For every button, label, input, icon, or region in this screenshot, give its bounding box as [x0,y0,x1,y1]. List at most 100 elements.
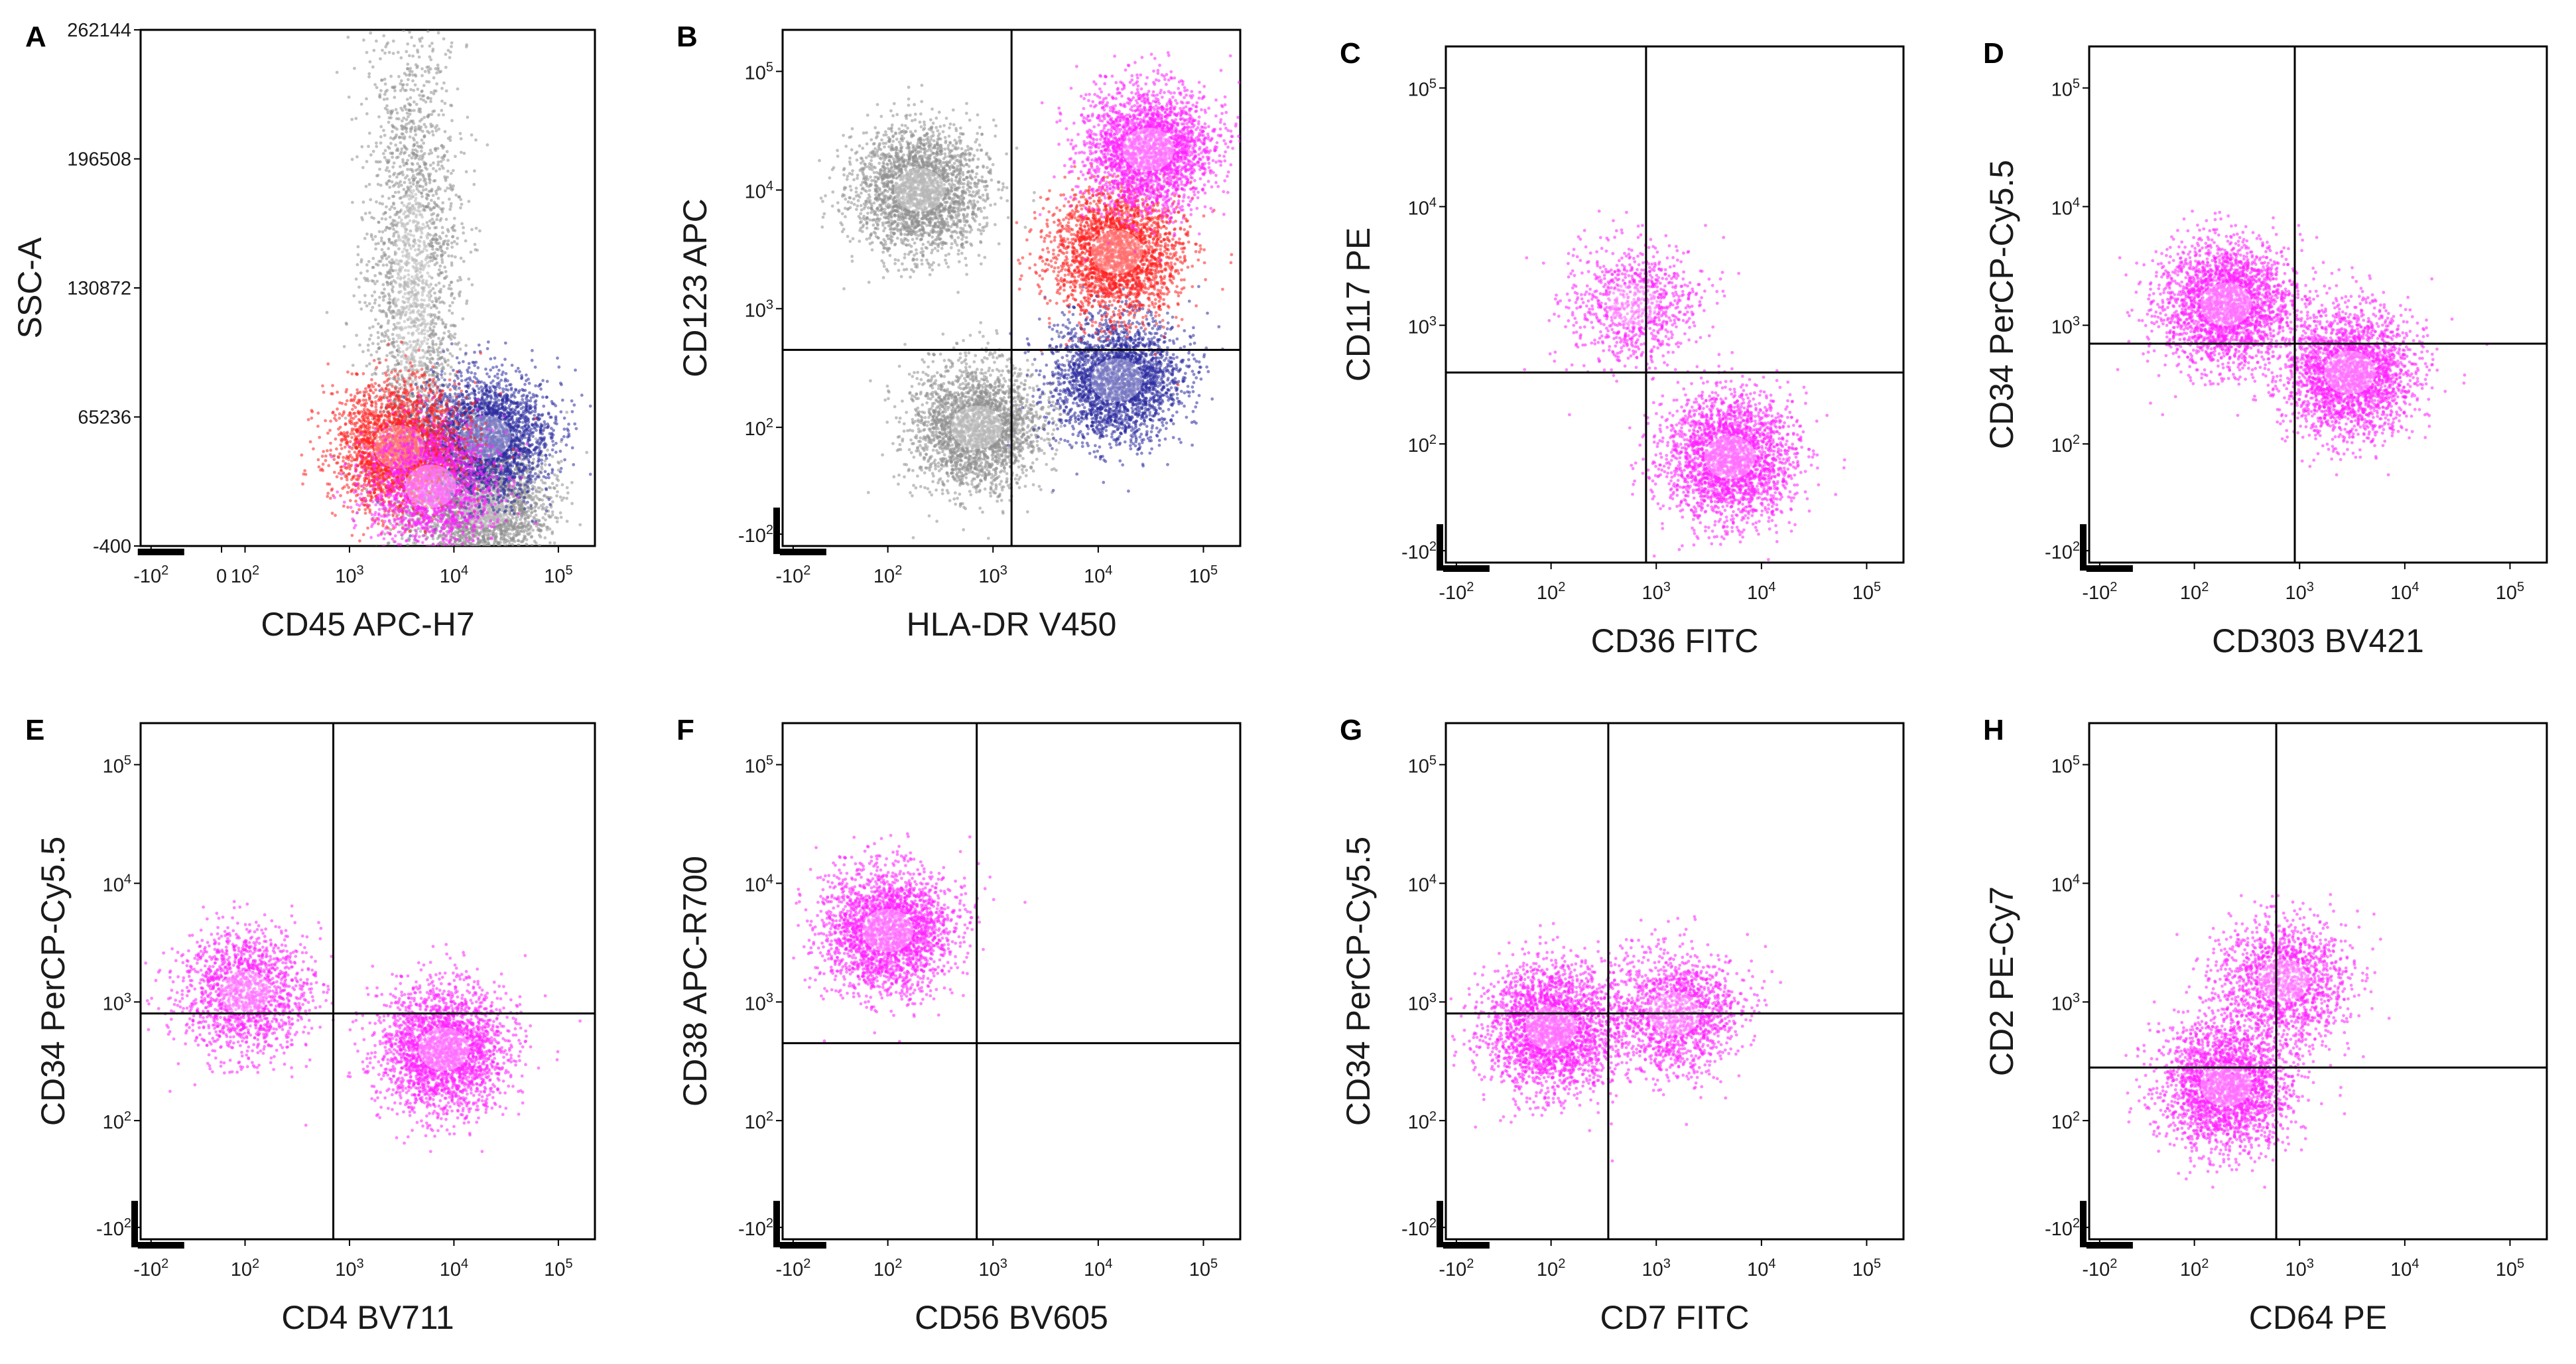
event-dot [395,311,399,315]
event-dot [426,25,430,29]
event-dot [541,488,544,492]
event-dot [408,72,412,76]
event-dot [487,569,491,573]
event-dot [420,94,424,98]
event-dot [435,25,438,28]
event-dot [435,555,438,558]
event-dot [355,553,359,557]
event-dot [441,553,444,557]
event-dot [492,555,495,559]
event-dot [422,134,426,138]
event-dot [375,350,379,354]
event-dot [383,547,387,551]
event-dot [468,557,471,561]
event-dot [398,135,401,139]
event-dot [467,277,471,281]
event-dot [391,316,395,320]
event-dot [441,167,445,170]
event-dot [388,185,392,189]
event-dot [450,559,454,562]
event-dot [463,581,466,584]
event-dot [407,178,411,182]
event-dot [438,245,442,249]
event-dot [519,509,523,512]
event-dot [399,600,402,603]
event-dot [466,549,469,552]
event-dot [388,310,392,313]
event-dot [407,54,411,58]
event-dot [439,217,443,221]
event-dot [395,224,399,228]
event-dot [436,565,440,569]
event-dot [353,66,356,70]
event-dot [458,550,462,553]
event-dot [416,88,420,91]
event-dot [396,172,400,176]
event-dot [388,297,391,301]
event-dot [452,562,455,565]
event-dot [381,202,385,206]
event-dot [397,649,400,653]
event-dot [492,557,495,560]
event-dot [382,251,386,255]
event-dot [371,257,375,260]
event-dot [373,83,377,86]
event-dot [430,41,434,45]
event-dot [460,553,464,557]
panel-a: A-102 0 102 103 104 1052621441965081308726523… [11,8,596,653]
event-dot [443,251,447,255]
event-dot [415,141,419,145]
event-dot [374,372,378,376]
event-dot [452,531,456,535]
event-dot [503,553,507,556]
event-dot [472,549,475,553]
event-dot [395,175,399,179]
event-dot [454,550,458,553]
event-dot [429,91,433,94]
event-dot [403,8,407,11]
event-dot [416,253,420,256]
event-dot [430,213,434,217]
event-dot [432,303,436,307]
event-dot [470,553,474,556]
event-dot [550,500,554,504]
event-dot [358,301,361,304]
event-dot [517,539,520,543]
event-dot [440,300,444,304]
event-dot [367,571,371,574]
event-dot [387,120,391,124]
event-dot [427,174,431,178]
event-dot [436,68,440,72]
event-dot [403,104,407,108]
event-dot [365,97,368,101]
event-dot [503,525,507,529]
event-dot [449,287,453,291]
event-dot [474,551,478,554]
event-dot [406,543,410,546]
event-dot [456,557,459,561]
event-dot [391,86,394,89]
event-dot [503,521,507,525]
event-dot [448,559,451,562]
event-dot [443,102,447,105]
event-dot [462,555,466,559]
event-dot [448,139,452,142]
event-dot [450,171,453,175]
event-dot [429,336,432,339]
event-dot [425,18,428,21]
event-dot [377,336,380,340]
event-dot [493,579,497,582]
event-dot [450,44,453,48]
event-dot [500,558,503,561]
event-dot [410,162,414,165]
event-dot [507,561,510,565]
event-dot [391,269,394,273]
event-dot [367,302,371,306]
event-dot [527,551,531,554]
event-dot [385,97,389,101]
event-dot [399,165,402,169]
event-dot [498,566,501,569]
event-dot [496,552,499,555]
event-dot [436,214,439,218]
event-dot [422,176,426,180]
